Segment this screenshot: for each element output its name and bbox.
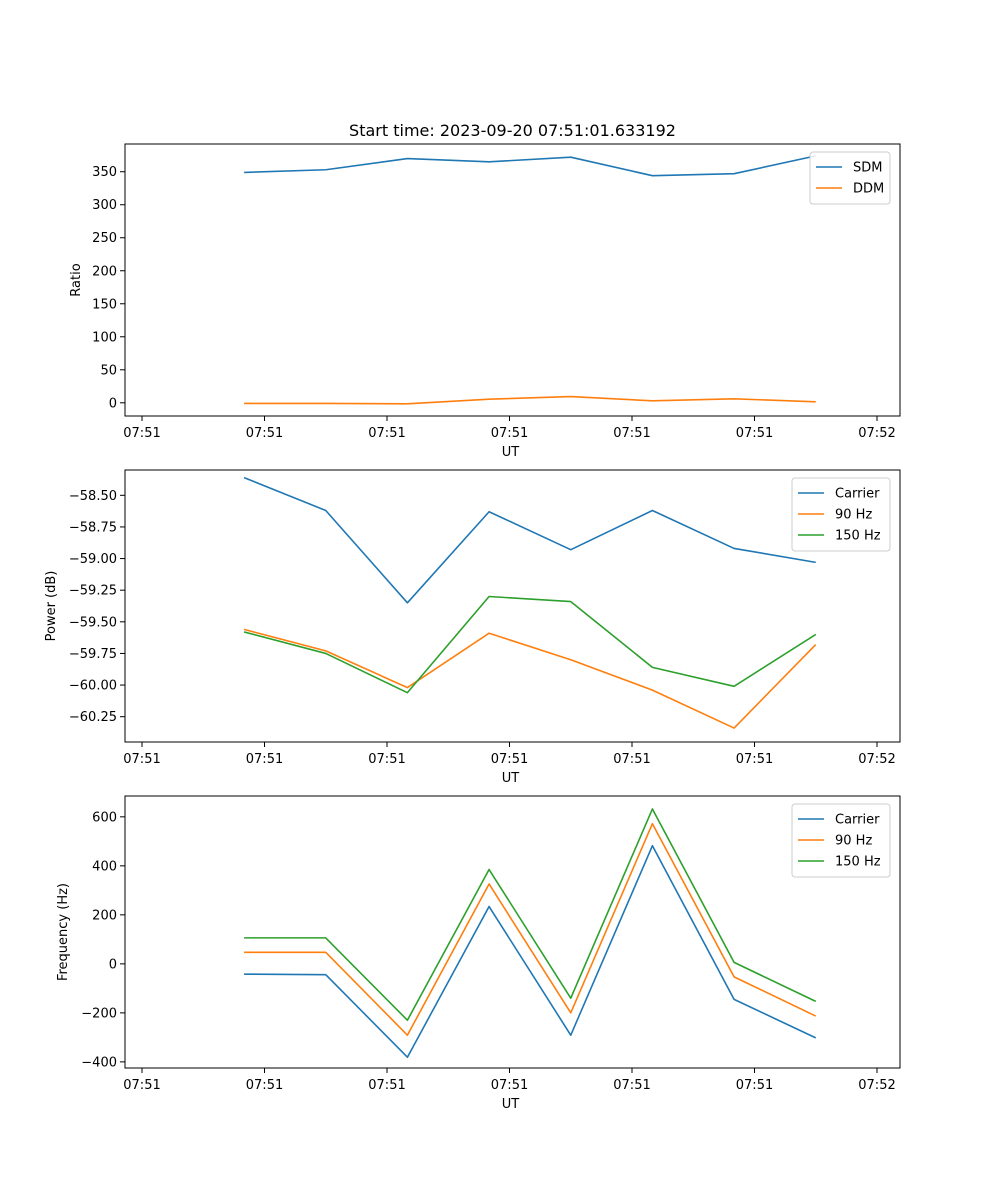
x-tick-label: 07:51 xyxy=(736,1078,773,1093)
axes-frame xyxy=(124,795,901,1069)
legend-box xyxy=(791,477,891,552)
y-axis-label: Frequency (Hz) xyxy=(56,883,71,981)
legend: SDM DDM xyxy=(809,151,891,205)
legend-box xyxy=(791,803,891,878)
legend-label: Carrier xyxy=(835,813,880,828)
series-line-ddm xyxy=(244,395,816,405)
y-tick-label: −58.50 xyxy=(69,489,117,504)
x-axis-label: UT xyxy=(502,445,520,460)
x-tick-label: 07:51 xyxy=(613,752,650,767)
y-tick-label: 250 xyxy=(92,231,117,246)
x-tick-label: 07:51 xyxy=(613,1078,650,1093)
legend-label: Carrier xyxy=(835,487,880,502)
x-tick-label: 07:51 xyxy=(368,426,405,441)
subplot-3: 07:51 07:51 07:51 07:51 07:51 07:51 07:52 UT −40… xyxy=(56,795,901,1112)
y-axis-label: Power (dB) xyxy=(44,571,59,642)
x-tick-label: 07:51 xyxy=(246,426,283,441)
y-tick-label: 400 xyxy=(92,859,117,874)
series-line-90-hz xyxy=(243,628,817,729)
y-tick-label: −58.75 xyxy=(69,520,117,535)
axes-frame xyxy=(124,143,901,417)
x-tick-label: 07:51 xyxy=(613,426,650,441)
y-tick-label: −60.00 xyxy=(69,679,117,694)
axes-frame xyxy=(124,469,901,743)
y-tick-label: −400 xyxy=(81,1055,117,1070)
y-tick-label: 0 xyxy=(109,396,117,411)
x-tick-label: 07:51 xyxy=(736,752,773,767)
legend-label: 90 Hz xyxy=(835,834,872,849)
x-tick-label: 07:52 xyxy=(858,1078,895,1093)
y-tick-label: 350 xyxy=(92,165,117,180)
series-line-carrier xyxy=(244,844,817,1059)
y-tick-label: 200 xyxy=(92,264,117,279)
y-tick-label: 300 xyxy=(92,198,117,213)
x-tick-label: 07:51 xyxy=(246,1078,283,1093)
legend-label: 90 Hz xyxy=(835,508,872,523)
x-tick-label: 07:51 xyxy=(491,426,528,441)
legend: Carrier 90 Hz 150 Hz xyxy=(791,803,891,878)
y-tick-label: 200 xyxy=(92,908,117,923)
series-line-90-hz xyxy=(244,822,817,1036)
chart-title: Start time: 2023-09-20 07:51:01.633192 xyxy=(349,121,676,140)
y-tick-label: 50 xyxy=(100,363,117,378)
x-axis-label: UT xyxy=(502,771,520,786)
y-tick-label: 150 xyxy=(92,297,117,312)
subplot-2: 07:51 07:51 07:51 07:51 07:51 07:51 07:52 UT −60… xyxy=(44,469,901,786)
x-tick-label: 07:51 xyxy=(123,752,160,767)
y-tick-label: 100 xyxy=(92,330,117,345)
legend-label: SDM xyxy=(853,161,882,176)
series-line-150-hz xyxy=(243,595,817,694)
legend-label: 150 Hz xyxy=(835,855,881,870)
x-tick-label: 07:51 xyxy=(491,1078,528,1093)
y-tick-label: −59.75 xyxy=(69,647,117,662)
y-tick-label: 0 xyxy=(109,957,117,972)
x-tick-label: 07:51 xyxy=(368,1078,405,1093)
x-tick-label: 07:51 xyxy=(368,752,405,767)
y-tick-label: −59.50 xyxy=(69,615,117,630)
x-tick-label: 07:51 xyxy=(123,426,160,441)
x-tick-label: 07:52 xyxy=(858,426,895,441)
legend-label: DDM xyxy=(853,182,884,197)
legend-box xyxy=(809,151,891,205)
y-tick-label: −59.25 xyxy=(69,584,117,599)
y-axis-label: Ratio xyxy=(69,263,84,296)
legend-label: 150 Hz xyxy=(835,529,881,544)
x-tick-label: 07:51 xyxy=(736,426,773,441)
y-tick-label: −60.25 xyxy=(69,710,117,725)
y-tick-label: −59.00 xyxy=(69,552,117,567)
x-axis-label: UT xyxy=(502,1097,520,1112)
y-tick-label: 600 xyxy=(92,810,117,825)
series-line-150-hz xyxy=(244,808,817,1022)
x-tick-label: 07:51 xyxy=(491,752,528,767)
x-tick-label: 07:51 xyxy=(123,1078,160,1093)
series-line-sdm xyxy=(244,155,816,177)
x-tick-label: 07:51 xyxy=(246,752,283,767)
x-tick-label: 07:52 xyxy=(858,752,895,767)
series-line-carrier xyxy=(243,476,816,604)
legend: Carrier 90 Hz 150 Hz xyxy=(791,477,891,552)
y-tick-label: −200 xyxy=(81,1006,117,1021)
subplot-1: Start time: 2023-09-20 07:51:01.633192 07… xyxy=(69,121,901,460)
